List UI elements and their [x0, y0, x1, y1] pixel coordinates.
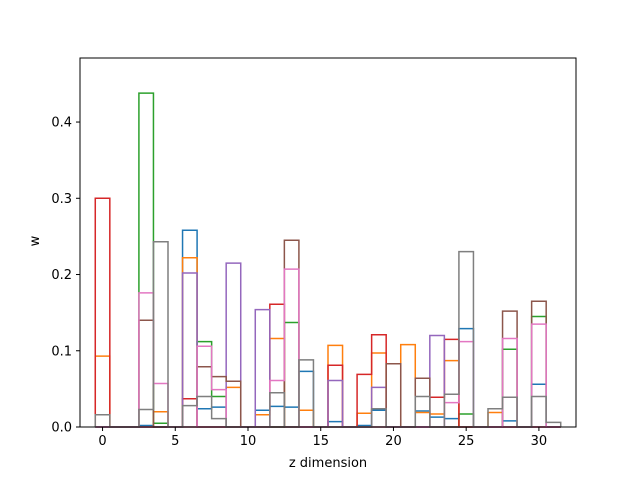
y-tick-label: 0.4 [51, 116, 72, 131]
x-tick-label: 10 [240, 434, 257, 449]
x-tick-label: 15 [312, 434, 329, 449]
y-tick-label: 0.0 [51, 421, 72, 436]
x-tick-label: 0 [98, 434, 106, 449]
x-tick-label: 20 [385, 434, 402, 449]
x-axis-label: z dimension [289, 456, 367, 471]
x-tick-label: 25 [458, 434, 475, 449]
y-tick-label: 0.2 [51, 268, 72, 283]
x-tick-label: 5 [171, 434, 179, 449]
y-tick-label: 0.3 [51, 192, 72, 207]
plot-frame [79, 57, 577, 428]
axes: 0 5 10 15 20 25 30 0.0 0.1 0.2 0.3 0.4 [51, 57, 577, 449]
x-tick-label: 30 [531, 434, 548, 449]
y-axis-label: w [28, 235, 43, 246]
y-tick-label: 0.1 [51, 344, 72, 359]
